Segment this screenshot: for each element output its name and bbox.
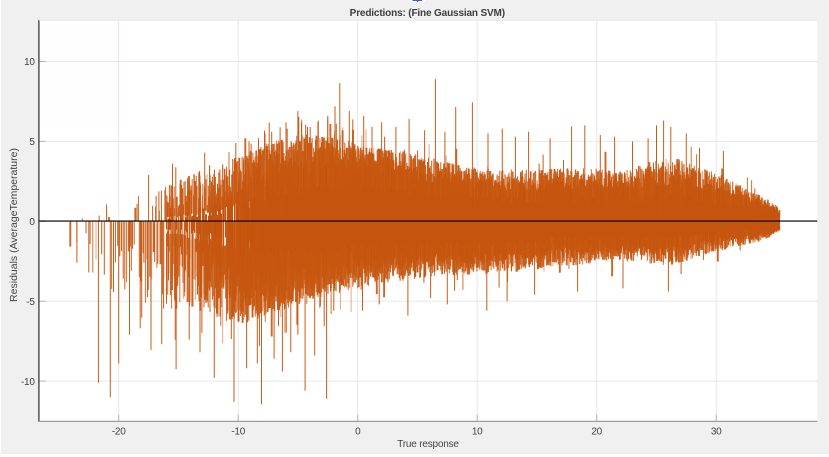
svg-text:True response: True response bbox=[397, 439, 459, 450]
svg-text:0: 0 bbox=[355, 427, 361, 438]
svg-text:-20: -20 bbox=[112, 427, 126, 438]
svg-text:10: 10 bbox=[472, 427, 483, 438]
svg-text:30: 30 bbox=[711, 427, 722, 438]
svg-text:20: 20 bbox=[591, 427, 602, 438]
svg-text:10: 10 bbox=[24, 57, 35, 68]
svg-text:-10: -10 bbox=[231, 427, 245, 438]
svg-text:Predictions: (Fine Gaussian SV: Predictions: (Fine Gaussian SVM) bbox=[350, 8, 505, 19]
svg-text:Residuals (AverageTemperature): Residuals (AverageTemperature) bbox=[8, 148, 20, 302]
svg-text:-5: -5 bbox=[26, 297, 35, 308]
svg-text:5: 5 bbox=[29, 137, 35, 148]
svg-text:0: 0 bbox=[29, 217, 35, 228]
svg-text:-10: -10 bbox=[21, 377, 35, 388]
